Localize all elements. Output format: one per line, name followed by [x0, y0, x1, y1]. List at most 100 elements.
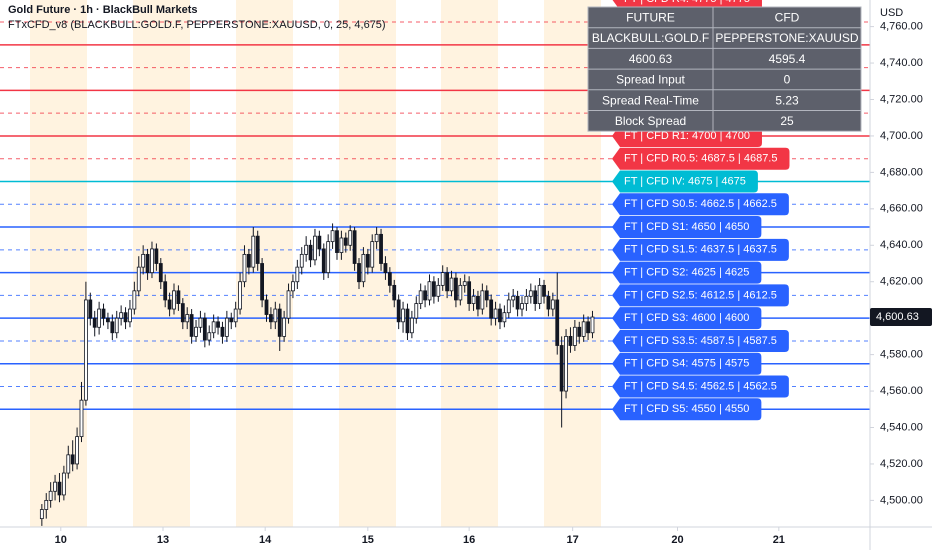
- candle-body: [506, 299, 511, 314]
- candle-body: [396, 299, 401, 323]
- candle-body: [185, 314, 190, 323]
- candle-body: [224, 317, 229, 337]
- candle-body: [564, 335, 568, 392]
- candle-body: [568, 335, 573, 346]
- candle-body: [440, 272, 445, 286]
- candle-body: [158, 263, 163, 283]
- candle-body: [379, 233, 383, 264]
- candle-body: [449, 277, 454, 292]
- candle-body: [317, 235, 322, 250]
- candle-body: [136, 266, 141, 292]
- candle-body: [524, 295, 529, 304]
- candle-body: [97, 308, 102, 328]
- level-label-box: [612, 216, 762, 239]
- candle-body: [480, 290, 485, 310]
- candle-body: [436, 284, 441, 297]
- candle-body: [180, 303, 185, 323]
- table-cell: 4600.63: [629, 52, 673, 66]
- y-tick-label: 4,660.00: [880, 203, 923, 215]
- candle-body: [106, 317, 110, 323]
- candle-body: [445, 272, 450, 292]
- session-band: [441, 0, 498, 527]
- level-label-box: [612, 170, 758, 193]
- candle-body: [277, 308, 282, 337]
- candle-body: [269, 314, 273, 323]
- candle-body: [511, 295, 516, 301]
- candle-body: [299, 253, 304, 268]
- x-tick-label: 15: [362, 534, 374, 546]
- level-label: FT | CFD S1.5: 4637.5 | 4637.5: [624, 244, 777, 256]
- y-tick-label: 4,680.00: [880, 166, 923, 178]
- candle-body: [458, 284, 463, 301]
- table-cell: Block Spread: [615, 114, 686, 128]
- level-label-box: [612, 307, 762, 330]
- candle-body: [387, 272, 392, 286]
- candle-body: [409, 317, 414, 334]
- candle-body: [533, 290, 538, 304]
- candle-body: [123, 312, 128, 323]
- candle-body: [493, 308, 498, 319]
- candle-body: [405, 308, 410, 334]
- level-label-box: [612, 375, 789, 398]
- candle-body: [229, 317, 234, 323]
- y-tick-label: 4,500.00: [880, 494, 923, 506]
- y-tick-label: 4,560.00: [880, 385, 923, 397]
- candle-body: [515, 295, 520, 310]
- y-tick-label: 4,520.00: [880, 458, 923, 470]
- level-label-box: [612, 238, 789, 261]
- table-cell: CFD: [775, 11, 800, 25]
- candle-body: [70, 454, 75, 465]
- candle-body: [233, 308, 238, 323]
- level-label: FT | CFD S0.5: 4662.5 | 4662.5: [624, 198, 777, 210]
- candle-body: [357, 263, 361, 283]
- candle-body: [119, 312, 124, 319]
- last-price-label: 4,600.63: [876, 311, 919, 323]
- candle-body: [128, 308, 132, 323]
- y-tick-label: 4,700.00: [880, 130, 923, 142]
- candle-body: [581, 321, 586, 337]
- candle-body: [559, 345, 564, 392]
- indicator-label: FTxCFD_v8 (BLACKBULL:GOLD.F, PEPPERSTONE…: [8, 19, 386, 31]
- candle-body: [498, 308, 502, 323]
- x-tick-label: 21: [773, 534, 785, 546]
- candle-body: [273, 308, 278, 323]
- level-label-box: [612, 147, 790, 170]
- y-tick-label: 4,580.00: [880, 349, 923, 361]
- level-label: FT | CFD R4: 4775 | 4775: [624, 0, 750, 5]
- candle-body: [546, 295, 551, 310]
- candle-body: [264, 299, 269, 315]
- chart-title: Gold Future · 1h · BlackBull Markets: [8, 4, 197, 16]
- candle-body: [343, 237, 348, 246]
- candle-body: [423, 290, 427, 301]
- candle-body: [326, 241, 331, 274]
- candle-body: [202, 317, 207, 341]
- candle-body: [207, 332, 212, 341]
- currency: USD: [880, 7, 903, 19]
- candle-body: [476, 295, 480, 310]
- level-label-box: [612, 193, 789, 216]
- candle-body: [484, 290, 489, 301]
- candle-body: [427, 281, 432, 301]
- candle-body: [57, 481, 62, 496]
- x-tick-label: 20: [671, 534, 683, 546]
- candle-body: [101, 308, 106, 319]
- candle-body: [542, 284, 546, 297]
- candle-body: [291, 281, 295, 292]
- level-label-box: [612, 398, 762, 421]
- level-label-box: [612, 284, 789, 307]
- candle-body: [392, 284, 397, 301]
- table-cell: FUTURE: [626, 11, 675, 25]
- candle-body: [198, 317, 203, 328]
- candle-body: [335, 230, 339, 253]
- level-label: FT | CFD R0.5: 4687.5 | 4687.5: [624, 153, 777, 165]
- candle-body: [242, 253, 247, 283]
- y-tick-label: 4,720.00: [880, 93, 923, 105]
- candle-body: [79, 399, 84, 438]
- candle-body: [370, 241, 375, 268]
- candle-body: [489, 299, 494, 319]
- candle-body: [194, 326, 198, 337]
- candle-body: [339, 237, 344, 253]
- candle-body: [502, 312, 507, 323]
- level-label: FT | CFD S1: 4650 | 4650: [624, 221, 749, 233]
